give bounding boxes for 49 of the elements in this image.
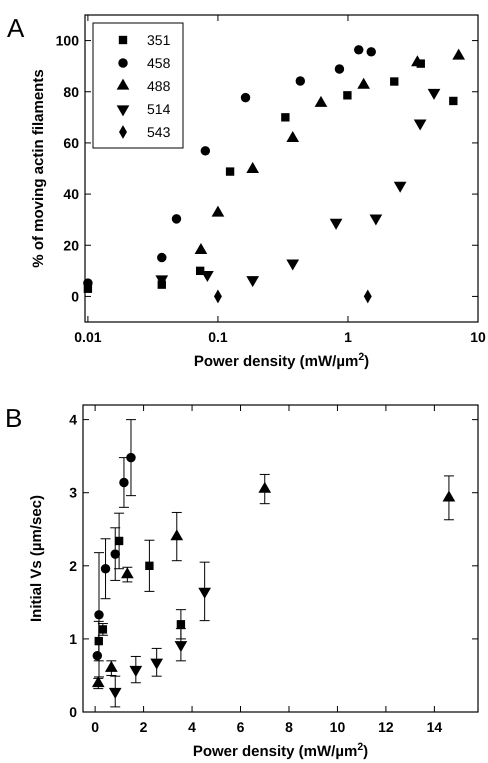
y-tick-label: 80 xyxy=(63,84,80,100)
legend-label: 458 xyxy=(147,55,171,71)
point xyxy=(150,658,164,670)
y-tick-label: 20 xyxy=(63,237,80,254)
chart-title: B xyxy=(5,403,22,433)
x-tick-label: 0.01 xyxy=(74,329,102,345)
point xyxy=(174,641,188,652)
x-tick-label: 0.1 xyxy=(208,329,228,345)
point xyxy=(126,452,136,462)
point xyxy=(114,536,124,546)
y-tick-label: 3 xyxy=(69,484,78,501)
point xyxy=(108,688,122,699)
y-tick-label: 0 xyxy=(69,704,78,720)
legend-label: 351 xyxy=(147,32,171,48)
point xyxy=(119,478,129,488)
x-tick-label: 8 xyxy=(285,719,294,735)
y-tick-label: 2 xyxy=(69,558,78,574)
point xyxy=(176,620,186,628)
x-tick-label: 10 xyxy=(330,719,346,735)
point xyxy=(94,610,104,620)
point xyxy=(94,636,103,646)
point xyxy=(110,549,120,559)
y-tick-label: 100 xyxy=(56,32,80,49)
point xyxy=(198,588,212,599)
x-tick-label: 4 xyxy=(188,719,196,735)
x-tick-label: 0 xyxy=(91,719,100,735)
legend-label: 543 xyxy=(147,124,171,140)
y-axis-title: Initial Vs (µm/sec) xyxy=(28,494,45,622)
point xyxy=(145,562,154,570)
y-axis-title: % of moving actin filaments xyxy=(30,69,47,268)
point xyxy=(258,482,272,493)
legend-label: 488 xyxy=(147,78,171,94)
y-tick-label: 0 xyxy=(71,288,80,304)
x-axis-title: Power density (mW/µm$^{2}$) xyxy=(194,351,370,370)
x-tick-label: 14 xyxy=(426,719,442,735)
y-tick-label: 1 xyxy=(69,630,78,647)
chart-title: A xyxy=(7,13,25,43)
x-tick-label: 2 xyxy=(140,719,148,735)
x-tick-label: 6 xyxy=(236,719,245,735)
x-tick-label: 10 xyxy=(470,329,486,345)
y-tick-label: 4 xyxy=(69,412,78,428)
y-tick-label: 40 xyxy=(63,186,80,202)
point xyxy=(100,564,110,574)
x-tick-label: 12 xyxy=(378,719,394,735)
x-tick-label: 1 xyxy=(344,329,352,345)
x-axis-title: Power density (mW/µm$^{2}$) xyxy=(192,741,368,760)
y-tick-label: 60 xyxy=(63,134,80,151)
legend-label: 514 xyxy=(147,101,171,117)
point xyxy=(129,666,142,677)
